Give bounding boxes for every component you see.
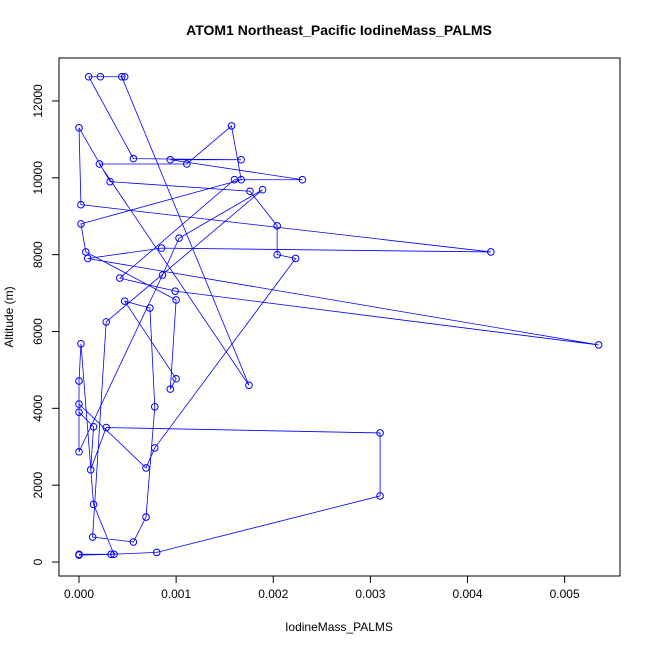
- data-point: [82, 248, 90, 256]
- x-axis-label: IodineMass_PALMS: [285, 620, 393, 634]
- data-point: [183, 160, 191, 168]
- data-point: [102, 318, 111, 326]
- x-tick-label: 0.002: [258, 587, 288, 601]
- x-tick-label: 0.001: [161, 587, 191, 601]
- y-tick-label: 2000: [31, 472, 45, 499]
- data-point: [172, 374, 180, 383]
- data-point: [116, 274, 124, 282]
- data-point: [245, 381, 253, 390]
- data-point: [129, 538, 138, 546]
- data-point: [142, 464, 150, 472]
- data-point: [110, 550, 118, 559]
- data-point: [246, 187, 254, 196]
- y-tick-label: 0: [31, 558, 45, 565]
- data-point: [175, 234, 183, 242]
- data-point: [298, 175, 307, 184]
- data-point: [237, 155, 246, 164]
- data-point: [150, 402, 159, 411]
- data-point: [237, 175, 246, 184]
- data-point: [172, 296, 180, 304]
- y-tick-label: 4000: [31, 395, 45, 422]
- data-point: [75, 408, 83, 416]
- data-point: [487, 248, 495, 256]
- chart-title: ATOM1 Northeast_Pacific IodineMass_PALMS: [186, 22, 492, 38]
- data-point: [291, 254, 300, 263]
- y-tick-label: 12000: [31, 84, 45, 118]
- data-point: [227, 122, 236, 130]
- data-point: [150, 444, 159, 452]
- data-point: [89, 500, 98, 509]
- data-point: [158, 271, 167, 279]
- x-tick-label: 0.004: [452, 587, 482, 601]
- y-tick-label: 10000: [31, 161, 45, 195]
- data-point: [594, 341, 603, 349]
- data-point: [106, 177, 114, 186]
- y-axis-label: Altitude (m): [2, 286, 16, 347]
- data-point: [107, 550, 115, 559]
- data-point: [376, 492, 384, 500]
- data-point: [77, 220, 85, 228]
- data-point: [120, 297, 129, 305]
- data-point: [117, 72, 126, 81]
- data-point: [102, 423, 111, 432]
- y-tick-label: 8000: [31, 241, 45, 268]
- data-point: [120, 72, 129, 81]
- data-point: [95, 160, 104, 168]
- data-point: [77, 200, 85, 209]
- data-point: [273, 250, 281, 259]
- data-point: [75, 400, 83, 408]
- x-tick-label: 0.000: [64, 587, 94, 601]
- data-point: [376, 429, 384, 437]
- data-point: [129, 154, 138, 163]
- data-point: [166, 385, 175, 393]
- data-point: [89, 422, 98, 431]
- data-point: [75, 447, 83, 456]
- data-point: [142, 513, 150, 521]
- data-point: [152, 548, 161, 557]
- x-tick-label: 0.003: [355, 587, 385, 601]
- data-point: [75, 124, 83, 132]
- data-point: [77, 339, 85, 348]
- x-tick-label: 0.005: [550, 587, 580, 601]
- data-point: [84, 72, 93, 81]
- data-point: [166, 155, 175, 164]
- y-tick-label: 6000: [31, 318, 45, 345]
- data-point: [157, 244, 166, 252]
- data-point: [96, 72, 105, 81]
- data-point: [75, 377, 83, 385]
- data-point: [171, 287, 179, 295]
- plot-frame: [58, 57, 621, 577]
- data-point: [146, 304, 154, 312]
- data-point: [273, 222, 281, 230]
- data-point: [88, 533, 97, 541]
- data-point: [258, 185, 267, 194]
- data-point: [75, 550, 83, 559]
- data-point: [86, 466, 95, 474]
